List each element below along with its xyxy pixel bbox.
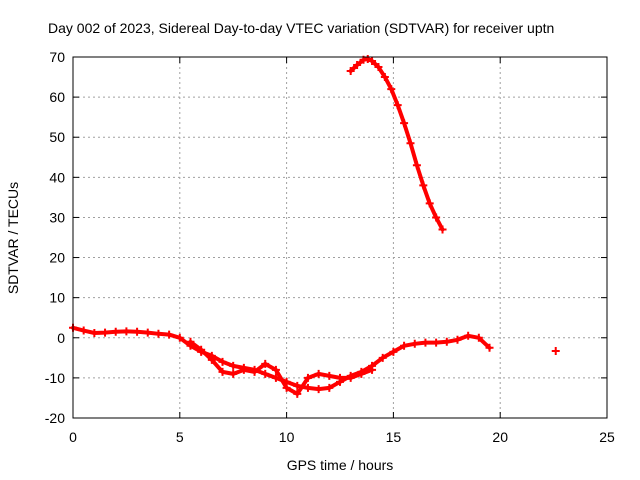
data-point (368, 365, 377, 374)
y-tick-label: 50 (49, 129, 65, 145)
x-tick-label: 15 (386, 429, 402, 445)
data-point (325, 371, 334, 380)
data-point (368, 57, 377, 66)
x-axis-label: GPS time / hours (287, 457, 394, 473)
x-tick-label: 0 (69, 429, 77, 445)
data-point (438, 225, 447, 234)
data-point (485, 343, 494, 352)
y-tick-label: 70 (49, 49, 65, 65)
data-point (346, 67, 355, 76)
data-point (380, 73, 389, 82)
data-point (293, 389, 302, 398)
y-tick-label: 20 (49, 250, 65, 266)
data-point (122, 327, 131, 336)
data-point (261, 369, 270, 378)
data-point (186, 337, 195, 346)
data-point (303, 383, 312, 392)
data-point (389, 347, 398, 356)
data-point (353, 61, 362, 70)
series-track-a-upper (346, 55, 447, 234)
data-point (363, 55, 372, 64)
data-point (412, 161, 421, 170)
data-point (453, 335, 462, 344)
series-track-c-lower-second (186, 337, 377, 398)
data-point (250, 367, 259, 376)
data-point (346, 373, 355, 382)
data-point (314, 385, 323, 394)
data-point (218, 367, 227, 376)
data-point (378, 353, 387, 362)
data-point (111, 327, 120, 336)
y-tick-label: -10 (45, 370, 65, 386)
data-point (239, 365, 248, 374)
y-tick-label: 60 (49, 89, 65, 105)
x-tick-label: 5 (176, 429, 184, 445)
data-point (400, 119, 409, 128)
data-point (551, 347, 560, 356)
chart-title: Day 002 of 2023, Sidereal Day-to-day VTE… (48, 20, 554, 36)
data-point (218, 357, 227, 366)
y-tick-label: 40 (49, 169, 65, 185)
data-point (387, 85, 396, 94)
data-point (207, 355, 216, 364)
y-tick-label: 30 (49, 209, 65, 225)
x-tick-label: 10 (279, 429, 295, 445)
data-point (432, 213, 441, 222)
data-point (101, 328, 110, 337)
data-point (229, 361, 238, 370)
data-point (271, 365, 280, 374)
data-points (69, 55, 560, 398)
data-point (357, 369, 366, 378)
plot-frame (72, 56, 608, 419)
data-point (406, 139, 415, 148)
data-point (165, 330, 174, 339)
data-point (282, 383, 291, 392)
data-point (464, 331, 473, 340)
y-tick-label: -20 (45, 410, 65, 426)
data-point (293, 381, 302, 390)
data-point (229, 369, 238, 378)
data-point (374, 63, 383, 72)
data-point (400, 341, 409, 350)
data-point (261, 359, 270, 368)
data-point (336, 373, 344, 382)
y-axis-label: SDTVAR / TECUs (5, 182, 21, 294)
ticks: 0 5 10 15 20 25 -20 -10 0 10 20 30 40 50 60 70 (45, 49, 615, 445)
data-point (432, 338, 441, 347)
data-point (79, 326, 88, 335)
data-point (425, 199, 434, 208)
data-point (474, 333, 483, 342)
data-point (393, 101, 402, 110)
data-point (314, 369, 323, 378)
y-tick-label: 10 (49, 290, 65, 306)
data-point (419, 181, 428, 190)
data-point (410, 339, 419, 348)
data-point (154, 329, 163, 338)
data-point (133, 327, 142, 336)
x-tick-label: 20 (492, 429, 508, 445)
x-tick-label: 25 (599, 429, 615, 445)
data-point (303, 373, 312, 382)
data-point (325, 383, 334, 392)
data-point (90, 328, 99, 337)
data-point (197, 345, 206, 354)
data-point (442, 337, 451, 346)
y-tick-label: 0 (57, 330, 65, 346)
data-point (143, 328, 152, 337)
data-point (175, 333, 184, 342)
data-point (421, 338, 430, 347)
